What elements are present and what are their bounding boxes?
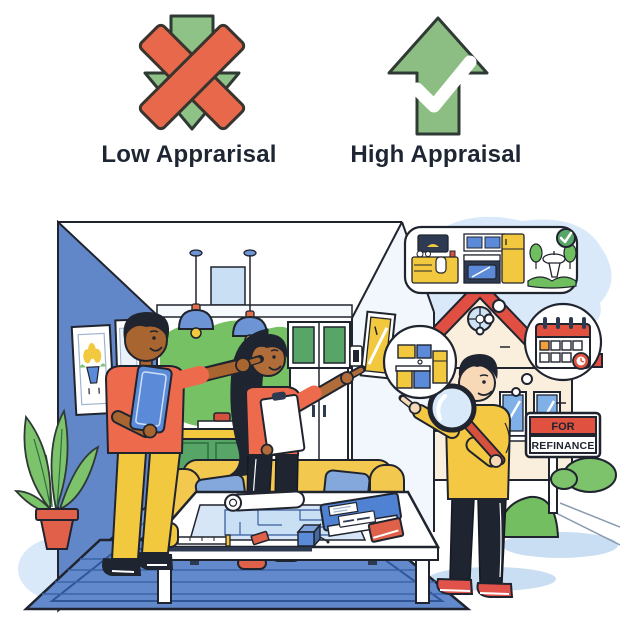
x-mark-icon: [138, 23, 246, 131]
hair: [123, 312, 170, 339]
pot-body: [39, 519, 75, 550]
ground-blob-right: [502, 532, 618, 558]
bush: [550, 468, 578, 490]
shoe: [138, 551, 174, 570]
calendar-deadline-icon: [511, 302, 603, 397]
leaf: [23, 414, 52, 512]
pot-rim: [35, 508, 79, 521]
high-appraisal-label: High Appraisal: [350, 141, 522, 168]
check-icon: [410, 55, 477, 113]
boy-magnifier: [398, 354, 514, 598]
leaf: [58, 445, 100, 511]
bubble-trail: [492, 299, 506, 313]
sign-line-2: REFINANCE: [531, 440, 594, 452]
up-arrow-shape: [387, 16, 489, 136]
kitchen-inspection-bubble-icon: [382, 324, 458, 400]
low-appraisal-label: Low Apprarisal: [101, 141, 277, 168]
potted-plant-icon: [13, 408, 100, 550]
green-check-icon: [556, 228, 576, 248]
bubble-trail: [483, 313, 495, 325]
leaf: [50, 408, 69, 513]
hair: [458, 354, 498, 379]
appraisal-scene: FOR REFINANCE: [13, 216, 620, 613]
path-line: [559, 502, 620, 528]
bubble-trail: [475, 326, 485, 336]
blueprint-roll: [224, 490, 305, 512]
bubble-trail: [511, 387, 521, 397]
magnifying-glass-icon: [427, 383, 506, 466]
shoe: [102, 557, 142, 576]
pendant-lamp-icon: [177, 249, 215, 339]
man-pointing: [102, 312, 264, 576]
tulip-picture-frame: [70, 324, 116, 416]
clipboard-icon: [259, 391, 306, 456]
eraser: [250, 530, 270, 546]
wall-cabinets: [287, 321, 351, 369]
clock-icon: [572, 352, 590, 370]
kitchen-counter-icon: [411, 234, 459, 284]
bubble-trail: [521, 373, 533, 385]
stove-fridge-icon: [463, 233, 525, 284]
pot-icon: [213, 412, 231, 422]
up-arrow-with-check-icon: [387, 16, 489, 136]
sign-line-1: FOR: [551, 421, 574, 433]
red-notebook: [367, 517, 405, 543]
window-strip: [210, 266, 246, 306]
thermostat: [349, 345, 363, 367]
table-leg: [415, 559, 430, 604]
thought-bubble-kitchen-bath-icon: [403, 225, 579, 336]
tablet-icon: [129, 364, 173, 434]
sharpener-cube: [296, 522, 330, 549]
fridge-icon: [432, 350, 448, 384]
bathroom-sink-icon: [527, 243, 577, 289]
down-arrow-with-x-icon: [138, 14, 246, 131]
